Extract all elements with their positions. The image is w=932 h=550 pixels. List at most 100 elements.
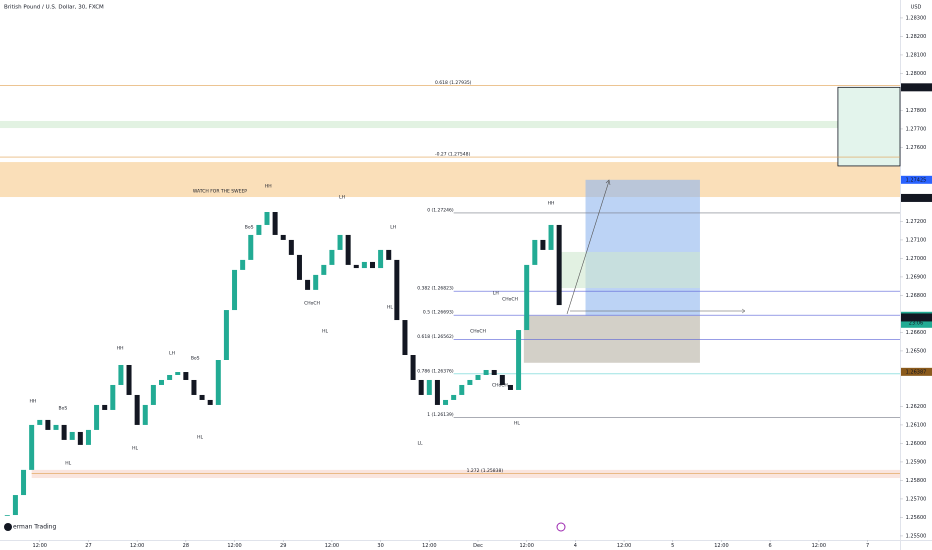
annotation: CHoCH [502, 296, 518, 302]
candle-body [199, 394, 205, 400]
y-tick-label: 1.26800 [906, 293, 927, 299]
price-tag-label: 1.26387 [906, 369, 927, 375]
candle-body [394, 259, 400, 321]
zone [0, 120, 900, 129]
candle-body [378, 249, 384, 269]
candle-body [361, 261, 367, 269]
y-tick-label: 1.26100 [906, 422, 927, 428]
y-tick-label: 1.26000 [906, 441, 927, 447]
candle-body [532, 239, 538, 265]
annotation: HL [132, 445, 138, 451]
author-icon [4, 523, 12, 531]
candle-body [126, 364, 132, 395]
candle-body [69, 431, 75, 440]
candle-body [548, 224, 554, 250]
candle-body [499, 374, 505, 385]
annotation: HL [387, 304, 393, 310]
price-tag [901, 367, 932, 376]
annotation: HL [322, 328, 328, 334]
y-tick-label: 1.26900 [906, 274, 927, 280]
x-tick-label: 12:00 [33, 543, 47, 549]
y-tick-label: 1.25800 [906, 478, 927, 484]
candle-body [118, 364, 124, 385]
candle-body [329, 249, 335, 265]
annotation: HL [197, 434, 203, 440]
candle-body [467, 379, 473, 385]
candle-body [158, 379, 164, 385]
arrow-head [741, 308, 746, 314]
annotation: BoS [245, 224, 254, 230]
annotation: LH [493, 291, 499, 297]
y-tick-label: 1.26200 [906, 404, 927, 410]
candle-body [232, 269, 238, 311]
y-tick-label: 1.27800 [906, 108, 927, 114]
annotation: HL [65, 461, 71, 467]
fib-level-label: 0 (1.27246) [427, 207, 454, 213]
y-tick-label: 1.26600 [906, 330, 927, 336]
y-tick-label: 1.27600 [906, 145, 927, 151]
x-tick-label: 29 [280, 543, 286, 549]
candle-body [556, 224, 562, 306]
candle-body [21, 469, 27, 496]
annotation: LH [339, 195, 345, 201]
candle-body [85, 429, 91, 445]
candle-body [37, 419, 43, 425]
y-tick-label: 1.27000 [906, 256, 927, 262]
candle-body [475, 374, 481, 380]
y-tick-label: 1.25500 [906, 533, 927, 539]
x-tick-label: 12:00 [812, 543, 826, 549]
x-tick-label: 7 [866, 543, 869, 549]
candle-body [207, 399, 213, 405]
price-tag [901, 313, 932, 322]
x-tick-label: 5 [671, 543, 674, 549]
candle-body [296, 254, 302, 280]
watermark: erman Trading [13, 524, 56, 531]
candle-body [313, 274, 319, 290]
x-tick-label: 28 [183, 543, 189, 549]
candle-body [264, 212, 270, 225]
candle-body [61, 424, 67, 440]
candle-body [134, 394, 140, 425]
y-tick-label: 1.25700 [906, 496, 927, 502]
y-tick-label: 1.28000 [906, 71, 927, 77]
annotation: LH [390, 224, 396, 230]
candle-body [77, 431, 83, 445]
fib-level-label: 0.5 (1.26693) [423, 310, 454, 316]
x-tick-label: 12:00 [325, 543, 339, 549]
price-tag [901, 83, 932, 92]
x-tick-label: 12:00 [617, 543, 631, 549]
y-tick-label: 1.27700 [906, 126, 927, 132]
x-tick-label: 12:00 [519, 543, 533, 549]
zone [31, 469, 900, 479]
plot: 1.25500 1.25600 1.25700 1.25800 1.25900 1.260… [0, 15, 926, 549]
x-tick-label: 30 [377, 543, 383, 549]
candle-body [418, 379, 424, 395]
candle-body [12, 495, 18, 516]
x-tick-label: 6 [769, 543, 772, 549]
candle-body [256, 224, 262, 235]
candle-body [240, 259, 246, 270]
annotation: LH [169, 350, 175, 356]
candle-body [483, 369, 489, 375]
candle-body [142, 404, 148, 425]
candle-body [167, 374, 173, 380]
candle-body [280, 234, 286, 240]
y-tick-label: 1.28100 [906, 52, 927, 58]
candle-body [215, 360, 221, 405]
candle-body [183, 372, 189, 380]
candle-body [434, 379, 440, 405]
price-tag-label: 1.27925 [906, 85, 927, 91]
x-tick-label: 12:00 [422, 543, 436, 549]
projection-arrow [566, 180, 610, 315]
candle-body [507, 384, 513, 390]
y-tick-label: 1.27200 [906, 219, 927, 225]
candle-body [29, 424, 35, 470]
price-tag-label: 1.27425 [906, 177, 927, 183]
candle-body [451, 394, 457, 400]
candle-body [426, 379, 432, 395]
candle-body [524, 264, 530, 331]
fib-level-label: 1.272 (1.25838) [467, 468, 504, 474]
annotation: CHoCH [304, 301, 320, 307]
